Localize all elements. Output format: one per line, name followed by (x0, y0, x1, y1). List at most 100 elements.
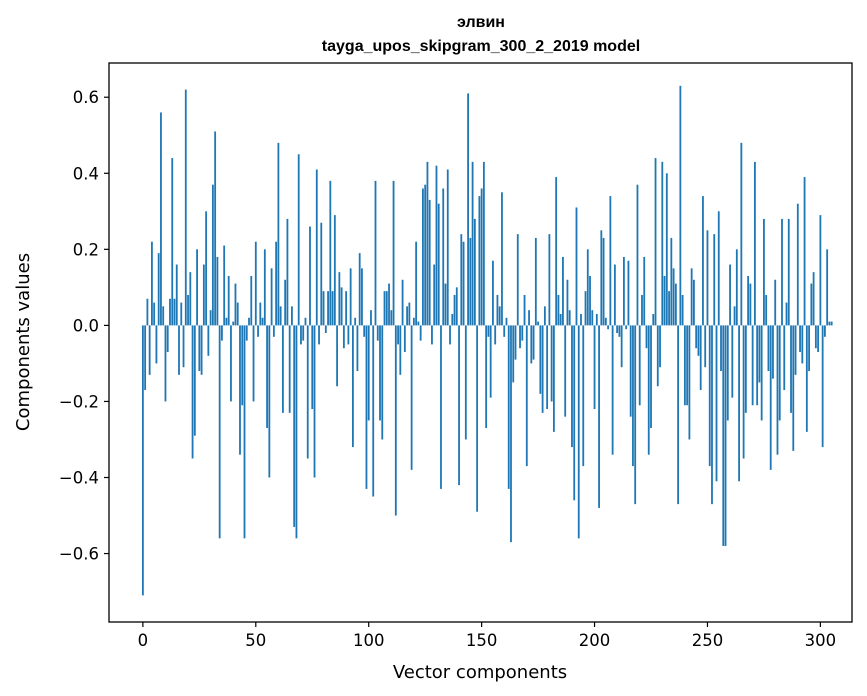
bar (422, 188, 424, 326)
bar (629, 325, 632, 417)
bar (347, 325, 350, 345)
bar (293, 325, 296, 527)
bar (286, 218, 289, 326)
bar (550, 325, 553, 402)
bar (756, 325, 759, 406)
bar (808, 325, 810, 372)
bar (683, 325, 686, 406)
bar (211, 184, 214, 326)
bar (365, 325, 368, 489)
bar (173, 298, 176, 326)
bar (338, 272, 341, 326)
bar (223, 245, 226, 326)
bar (559, 313, 562, 326)
bar (571, 325, 573, 448)
bar (620, 325, 623, 368)
bar (814, 325, 817, 349)
bar (268, 325, 271, 478)
chart-subtitle: tayga_upos_skipgram_300_2_2019 model (322, 38, 640, 55)
bar (304, 317, 307, 326)
bar (166, 325, 169, 353)
bar (241, 325, 244, 406)
bar (573, 325, 576, 501)
bar (313, 325, 316, 478)
bar (552, 325, 555, 432)
bar (604, 317, 607, 326)
bar (342, 325, 345, 349)
bar (388, 283, 390, 326)
x-tick-label: 250 (692, 631, 724, 650)
bar (320, 222, 323, 326)
bar (435, 165, 438, 326)
bar (467, 93, 469, 326)
bar (370, 310, 372, 326)
bar (227, 275, 230, 326)
bar (521, 325, 524, 341)
bar (618, 325, 621, 337)
bar (510, 325, 512, 543)
bar (449, 325, 451, 345)
bar (198, 325, 201, 372)
bar (735, 249, 738, 326)
bar (473, 218, 476, 326)
bar (327, 291, 329, 326)
bar (790, 325, 792, 413)
bar (679, 85, 682, 326)
bar (336, 325, 338, 387)
bar (507, 325, 510, 489)
bar (281, 325, 284, 413)
bar (216, 256, 219, 326)
bar (440, 325, 442, 489)
bar-series (141, 85, 833, 596)
bar (331, 291, 334, 326)
bar (742, 325, 745, 459)
bar (580, 313, 582, 326)
bar (747, 275, 750, 326)
bar (512, 325, 515, 383)
x-tick-label: 300 (805, 631, 837, 650)
bar (295, 325, 298, 539)
bar (821, 325, 824, 448)
bar (611, 325, 614, 455)
bar (781, 218, 783, 326)
bar (155, 325, 158, 364)
bar (568, 310, 571, 326)
bar (751, 325, 754, 406)
bar (221, 325, 223, 341)
bar (636, 184, 639, 326)
bar (259, 302, 262, 326)
bar (412, 317, 415, 326)
bar (160, 112, 162, 326)
y-axis-label: Components values (13, 253, 34, 431)
bar (146, 298, 149, 326)
bar (392, 180, 395, 326)
bar (767, 325, 770, 372)
bar (584, 291, 587, 326)
bar (401, 279, 404, 326)
bar (363, 325, 366, 337)
bar (379, 325, 381, 421)
y-tick-label: −0.6 (59, 545, 99, 564)
bar (616, 325, 619, 333)
bar (516, 234, 519, 326)
bar (805, 325, 808, 432)
bar (647, 325, 650, 455)
bar (593, 325, 596, 410)
bar (817, 325, 820, 353)
bar (641, 294, 643, 326)
bar (826, 249, 829, 326)
bar (243, 325, 246, 539)
bar (476, 325, 479, 512)
bar (329, 180, 332, 326)
bar (765, 294, 768, 326)
bar (699, 325, 702, 391)
bar (598, 325, 600, 508)
y-tick-label: 0.4 (73, 164, 99, 183)
bar (205, 211, 208, 326)
bar (234, 283, 237, 326)
bar (738, 325, 740, 482)
plot-frame (108, 62, 853, 623)
bar (426, 161, 429, 326)
bar (523, 294, 526, 326)
